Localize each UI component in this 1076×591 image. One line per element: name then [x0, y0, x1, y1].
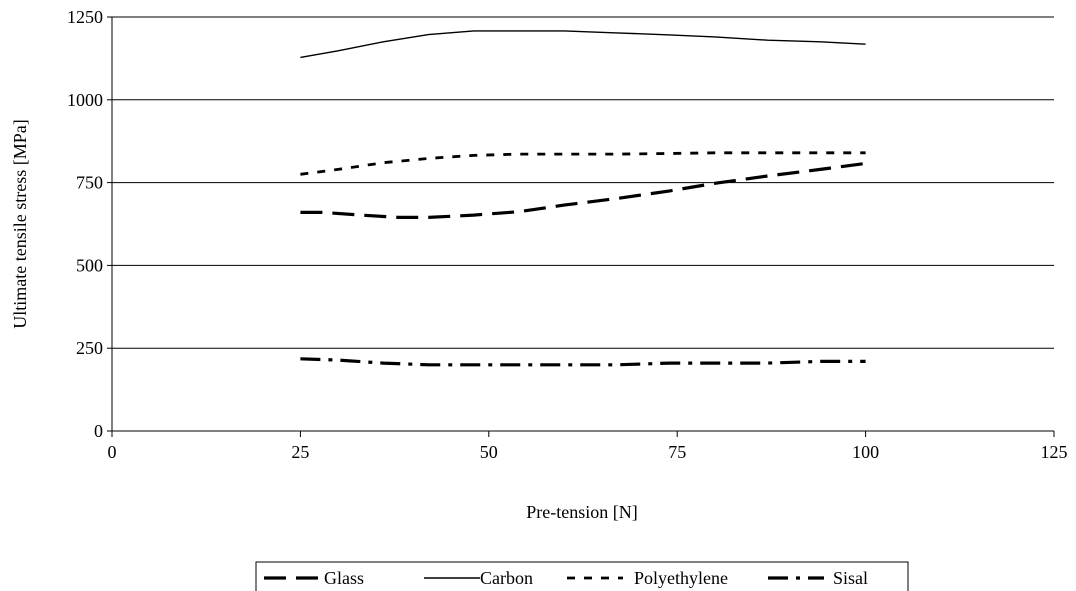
- legend-label-polyethylene: Polyethylene: [634, 568, 728, 588]
- x-axis-title: Pre-tension [N]: [526, 502, 637, 522]
- y-axis-title: Ultimate tensile stress [MPa]: [10, 119, 30, 328]
- legend-label-sisal: Sisal: [833, 568, 868, 588]
- y-tick-label: 750: [76, 173, 103, 193]
- x-tick-labels: 0 25 50 75 100 125: [108, 442, 1068, 462]
- y-tick-label: 250: [76, 338, 103, 358]
- series-line-carbon: [300, 30, 866, 59]
- series-line-polyethylene: [300, 151, 866, 176]
- x-tick-label: 25: [291, 442, 309, 462]
- legend-label-carbon: Carbon: [480, 568, 533, 588]
- series-line-glass: [300, 161, 866, 219]
- x-tick-label: 50: [480, 442, 498, 462]
- axes: [111, 17, 1055, 437]
- legend-label-glass: Glass: [324, 568, 364, 588]
- y-tick-labels: 0 250 500 750 1000 1250: [67, 7, 103, 441]
- series-lines: [300, 30, 866, 367]
- legend: Glass Carbon Polyethylene Sisal: [255, 561, 909, 591]
- legend-items: Glass Carbon Polyethylene Sisal: [264, 568, 868, 588]
- x-tick-label: 75: [668, 442, 686, 462]
- y-tick-label: 1250: [67, 7, 103, 27]
- x-tick-label: 100: [852, 442, 879, 462]
- y-tick-label: 0: [94, 421, 103, 441]
- gridlines: [107, 16, 1054, 432]
- y-tick-label: 1000: [67, 90, 103, 110]
- x-tick-label: 125: [1041, 442, 1068, 462]
- series-line-sisal: [300, 357, 866, 367]
- x-tick-label: 0: [108, 442, 117, 462]
- y-tick-label: 500: [76, 255, 103, 275]
